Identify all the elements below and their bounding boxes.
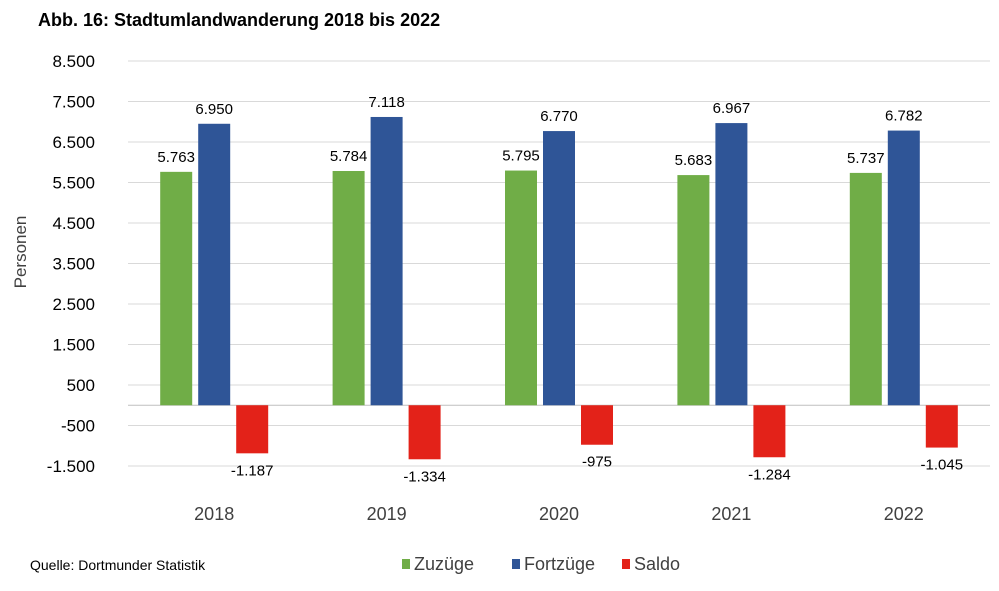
y-axis-ticks: 8.500 7.500 6.500 5.500 4.500 3.500 2.500 1.500…	[47, 52, 95, 476]
bar	[581, 405, 613, 445]
data-label: -1.284	[748, 466, 791, 483]
legend-label: Zuzüge	[414, 554, 474, 574]
bar	[332, 170, 365, 406]
bar	[370, 116, 403, 406]
bar	[198, 123, 231, 406]
y-tick-label: 5.500	[52, 174, 95, 193]
data-label: -1.334	[403, 468, 446, 485]
chart-title: Abb. 16: Stadtumlandwanderung 2018 bis 2…	[38, 10, 440, 30]
legend: Zuzüge Fortzüge Saldo	[402, 554, 680, 574]
legend-swatch	[622, 559, 630, 569]
y-tick-label: 8.500	[52, 52, 95, 71]
bars: 5.763 6.950 -1.187 5.784 7.118 -1.334 5.795 6.7…	[157, 94, 963, 485]
data-label: 5.795	[502, 148, 540, 165]
y-tick-label: -1.500	[47, 457, 95, 476]
legend-label: Saldo	[634, 554, 680, 574]
data-label: 5.737	[847, 150, 885, 167]
x-tick-label: 2021	[711, 504, 751, 524]
bar	[849, 172, 882, 406]
legend-swatch	[402, 559, 410, 569]
bar	[925, 405, 958, 448]
data-label: 6.967	[713, 100, 751, 117]
y-tick-label: 4.500	[52, 214, 95, 233]
bar	[753, 405, 786, 458]
y-tick-label: 7.500	[52, 93, 95, 112]
data-label: 5.683	[675, 152, 713, 169]
y-tick-label: -500	[61, 417, 95, 436]
y-tick-label: 6.500	[52, 133, 95, 152]
y-axis-label: Personen	[11, 216, 30, 289]
source-note: Quelle: Dortmunder Statistik	[30, 557, 206, 573]
bar	[505, 170, 537, 406]
data-label: 5.784	[330, 148, 368, 165]
bar	[408, 405, 441, 460]
x-axis-ticks: 2018 2019 2020 2021 2022	[194, 504, 924, 524]
data-label: -975	[582, 454, 612, 471]
data-label: 6.782	[885, 108, 923, 125]
bar	[887, 130, 920, 406]
bar	[715, 123, 748, 406]
legend-label: Fortzüge	[524, 554, 595, 574]
y-tick-label: 1.500	[52, 336, 95, 355]
data-label: 6.770	[540, 108, 578, 125]
y-tick-label: 500	[67, 376, 95, 395]
x-tick-label: 2019	[367, 504, 407, 524]
data-label: 6.950	[195, 101, 233, 118]
legend-swatch	[512, 559, 520, 569]
data-label: -1.045	[921, 457, 964, 474]
data-label: -1.187	[231, 462, 274, 479]
y-tick-label: 2.500	[52, 295, 95, 314]
x-tick-label: 2020	[539, 504, 579, 524]
bar	[543, 131, 575, 406]
bar	[160, 171, 193, 406]
x-tick-label: 2022	[884, 504, 924, 524]
y-tick-label: 3.500	[52, 255, 95, 274]
bar	[236, 405, 269, 454]
bar	[677, 175, 710, 406]
data-label: 7.118	[368, 94, 404, 111]
x-tick-label: 2018	[194, 504, 234, 524]
data-label: 5.763	[157, 149, 195, 166]
